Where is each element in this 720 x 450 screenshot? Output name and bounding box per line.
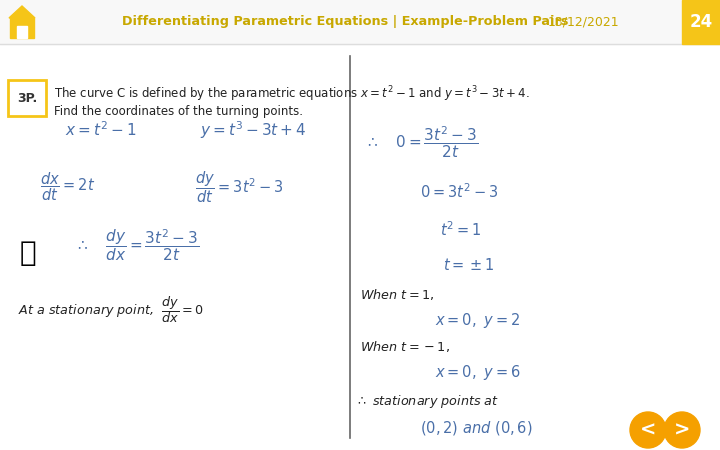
Bar	[682, 0, 720, 44]
Bar	[8, 80, 46, 116]
Text: >: >	[674, 420, 690, 440]
Text: $t^2 = 1$: $t^2 = 1$	[440, 220, 482, 239]
Text: $x = 0, \ y = 2$: $x = 0, \ y = 2$	[435, 310, 520, 329]
Text: When $t = -1,$: When $t = -1,$	[360, 338, 450, 354]
Text: Find the coordinates of the turning points.: Find the coordinates of the turning poin…	[54, 105, 303, 118]
Text: 3P.: 3P.	[17, 91, 37, 104]
Text: When $t = 1,$: When $t = 1,$	[360, 288, 434, 302]
Text: 👉: 👉	[19, 239, 36, 267]
Bar	[17, 26, 27, 38]
Text: $t = \pm 1$: $t = \pm 1$	[443, 257, 495, 273]
Circle shape	[630, 412, 666, 448]
Circle shape	[664, 412, 700, 448]
Text: Differentiating Parametric Equations | Example-Problem Pairs: Differentiating Parametric Equations | E…	[122, 15, 569, 28]
Text: $y = t^3 - 3t + 4$: $y = t^3 - 3t + 4$	[200, 119, 307, 141]
Text: $\therefore$ stationary points at: $\therefore$ stationary points at	[355, 393, 499, 410]
Text: $\dfrac{dx}{dt} = 2t$: $\dfrac{dx}{dt} = 2t$	[40, 171, 95, 203]
Text: 24: 24	[689, 13, 713, 31]
Text: At a stationary point,  $\dfrac{dy}{dx} = 0$: At a stationary point, $\dfrac{dy}{dx} =…	[18, 294, 204, 325]
Text: $\dfrac{dy}{dt} = 3t^2 - 3$: $\dfrac{dy}{dt} = 3t^2 - 3$	[195, 169, 284, 205]
Text: $0 = 3t^2 - 3$: $0 = 3t^2 - 3$	[420, 183, 498, 201]
Text: $x = 0, \ y = 6$: $x = 0, \ y = 6$	[435, 363, 521, 382]
Bar	[0, 0, 720, 44]
Text: <: <	[640, 420, 656, 440]
Text: $(0, 2)$ and $(0, 6)$: $(0, 2)$ and $(0, 6)$	[420, 419, 533, 437]
Polygon shape	[9, 6, 35, 18]
Text: $\therefore \quad 0 = \dfrac{3t^2 - 3}{2t}$: $\therefore \quad 0 = \dfrac{3t^2 - 3}{2…	[365, 124, 478, 160]
Text: $x = t^2 - 1$: $x = t^2 - 1$	[65, 121, 137, 140]
Text: $\therefore \quad \dfrac{dy}{dx} = \dfrac{3t^2 - 3}{2t}$: $\therefore \quad \dfrac{dy}{dx} = \dfra…	[75, 227, 199, 263]
Text: 13/12/2021: 13/12/2021	[547, 15, 619, 28]
Bar	[10, 18, 34, 38]
Text: The curve C is defined by the parametric equations $x = t^2 - 1$ and $y = t^3 - : The curve C is defined by the parametric…	[54, 84, 530, 104]
